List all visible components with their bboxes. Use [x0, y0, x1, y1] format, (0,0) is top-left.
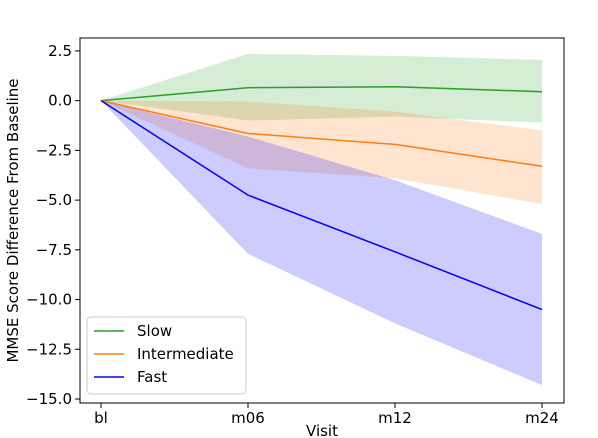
legend-label-1: Intermediate: [137, 345, 234, 363]
x-tick-label: m06: [231, 409, 265, 427]
legend: Slow Intermediate Fast: [86, 316, 247, 395]
y-tick-label: −12.5: [26, 340, 72, 358]
x-tick-label: m12: [378, 409, 412, 427]
band-series-1: [101, 100, 542, 205]
plot-frame: [79, 37, 565, 404]
y-axis: 2.5 0.0 −2.5 −5.0 −7.5 −10.0 −12.5 −15.0: [26, 42, 80, 408]
y-tick-label: −5.0: [36, 191, 72, 209]
y-tick-label: 0.0: [48, 92, 72, 110]
legend-box: [86, 316, 247, 395]
series-lines: [100, 85, 543, 311]
legend-label-2: Fast: [137, 368, 167, 386]
line-series-1: [100, 99, 543, 168]
y-tick-label: 2.5: [48, 42, 72, 60]
x-tick-label: bl: [94, 409, 108, 427]
legend-label-0: Slow: [137, 322, 172, 340]
x-axis-title: Visit: [306, 422, 338, 438]
band-series-0: [101, 53, 542, 123]
y-tick-label: −15.0: [26, 390, 72, 408]
line-series-2: [100, 100, 543, 311]
x-axis: bl m06 m12 m24: [94, 403, 559, 427]
y-axis-title: MMSE Score Difference From Baseline: [4, 78, 22, 362]
y-tick-label: −2.5: [36, 141, 72, 159]
y-tick-label: −10.0: [26, 291, 72, 309]
y-tick-label: −7.5: [36, 241, 72, 259]
line-series-0: [100, 85, 543, 102]
x-tick-label: m24: [525, 409, 559, 427]
